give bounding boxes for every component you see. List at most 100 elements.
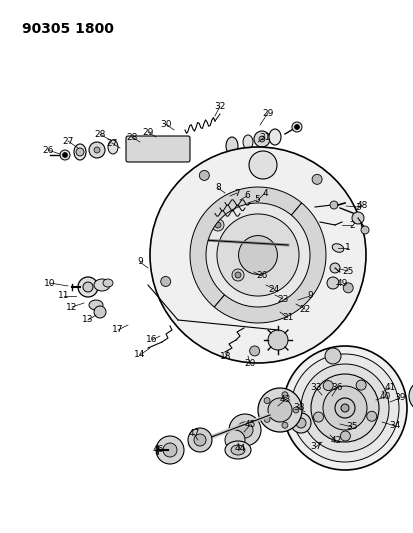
- Circle shape: [259, 136, 264, 142]
- Circle shape: [228, 414, 260, 446]
- Ellipse shape: [74, 144, 86, 160]
- Circle shape: [291, 122, 301, 132]
- Circle shape: [78, 277, 98, 297]
- Text: 26: 26: [256, 271, 267, 280]
- Text: 13: 13: [82, 316, 93, 325]
- Text: 46: 46: [152, 446, 163, 455]
- Circle shape: [292, 407, 298, 413]
- Circle shape: [263, 398, 269, 403]
- Text: 26: 26: [42, 146, 54, 155]
- Text: 16: 16: [146, 335, 157, 344]
- Circle shape: [267, 330, 287, 350]
- Circle shape: [323, 381, 332, 391]
- Circle shape: [267, 398, 291, 422]
- Circle shape: [329, 201, 337, 209]
- Circle shape: [313, 412, 323, 422]
- Text: 44: 44: [234, 445, 245, 454]
- Polygon shape: [214, 203, 325, 323]
- Circle shape: [281, 392, 287, 398]
- Text: 18: 18: [220, 352, 231, 361]
- Text: 9: 9: [137, 257, 142, 266]
- Text: 21: 21: [282, 313, 293, 322]
- Circle shape: [199, 171, 209, 180]
- Circle shape: [62, 152, 67, 157]
- Circle shape: [340, 404, 348, 412]
- Text: 29: 29: [142, 127, 153, 136]
- Circle shape: [342, 283, 352, 293]
- Circle shape: [311, 174, 321, 184]
- Circle shape: [194, 434, 206, 446]
- Text: 47: 47: [188, 430, 199, 439]
- Text: 39: 39: [393, 393, 405, 402]
- Circle shape: [193, 190, 322, 320]
- Text: 11: 11: [58, 292, 69, 301]
- Text: 38: 38: [292, 403, 304, 413]
- Circle shape: [290, 354, 398, 462]
- Circle shape: [163, 443, 177, 457]
- Circle shape: [295, 418, 305, 428]
- Ellipse shape: [108, 140, 118, 154]
- Text: 20: 20: [244, 359, 255, 368]
- Circle shape: [224, 430, 244, 450]
- Circle shape: [355, 380, 365, 390]
- Text: 49: 49: [335, 279, 347, 288]
- Circle shape: [408, 380, 413, 412]
- Circle shape: [281, 422, 287, 428]
- Text: 28: 28: [126, 133, 138, 141]
- Circle shape: [290, 413, 310, 433]
- Text: 40: 40: [378, 392, 390, 401]
- Ellipse shape: [242, 135, 252, 149]
- Circle shape: [257, 388, 301, 432]
- Polygon shape: [190, 187, 301, 307]
- Circle shape: [94, 147, 100, 153]
- Text: 28: 28: [94, 130, 105, 139]
- Circle shape: [310, 374, 378, 442]
- Text: 7: 7: [234, 189, 239, 198]
- Circle shape: [214, 222, 221, 228]
- Text: 32: 32: [214, 101, 225, 110]
- Circle shape: [76, 148, 84, 156]
- Circle shape: [326, 277, 338, 289]
- Ellipse shape: [225, 137, 237, 155]
- Ellipse shape: [103, 279, 113, 287]
- Text: 8: 8: [215, 183, 221, 192]
- Text: 90305 1800: 90305 1800: [22, 22, 114, 36]
- Text: 17: 17: [112, 326, 123, 335]
- Circle shape: [188, 428, 211, 452]
- Circle shape: [339, 431, 349, 441]
- Text: 31: 31: [259, 133, 270, 141]
- Text: 42: 42: [330, 437, 341, 446]
- Circle shape: [282, 346, 406, 470]
- Ellipse shape: [94, 279, 110, 291]
- Circle shape: [294, 125, 299, 130]
- Text: 2: 2: [348, 221, 354, 230]
- Text: 29: 29: [262, 109, 273, 117]
- Text: 4: 4: [261, 189, 267, 198]
- Text: 14: 14: [134, 351, 145, 359]
- Circle shape: [366, 411, 376, 421]
- Circle shape: [160, 277, 170, 286]
- Circle shape: [254, 131, 269, 147]
- Circle shape: [60, 150, 70, 160]
- Text: 12: 12: [66, 303, 78, 311]
- Text: 25: 25: [342, 266, 353, 276]
- Circle shape: [236, 422, 252, 438]
- Text: 33: 33: [309, 384, 321, 392]
- Circle shape: [334, 398, 354, 418]
- Text: 5: 5: [254, 196, 259, 205]
- Ellipse shape: [331, 244, 343, 252]
- Ellipse shape: [224, 441, 250, 459]
- Text: 9: 9: [306, 292, 312, 301]
- Circle shape: [216, 214, 298, 296]
- Ellipse shape: [268, 129, 280, 145]
- Text: 22: 22: [299, 304, 310, 313]
- Circle shape: [329, 263, 339, 273]
- Circle shape: [156, 436, 183, 464]
- FancyBboxPatch shape: [126, 136, 190, 162]
- Text: 30: 30: [160, 119, 171, 128]
- Text: 35: 35: [345, 423, 357, 432]
- Circle shape: [235, 272, 240, 278]
- Circle shape: [360, 226, 368, 234]
- Circle shape: [248, 151, 276, 179]
- Circle shape: [263, 416, 269, 423]
